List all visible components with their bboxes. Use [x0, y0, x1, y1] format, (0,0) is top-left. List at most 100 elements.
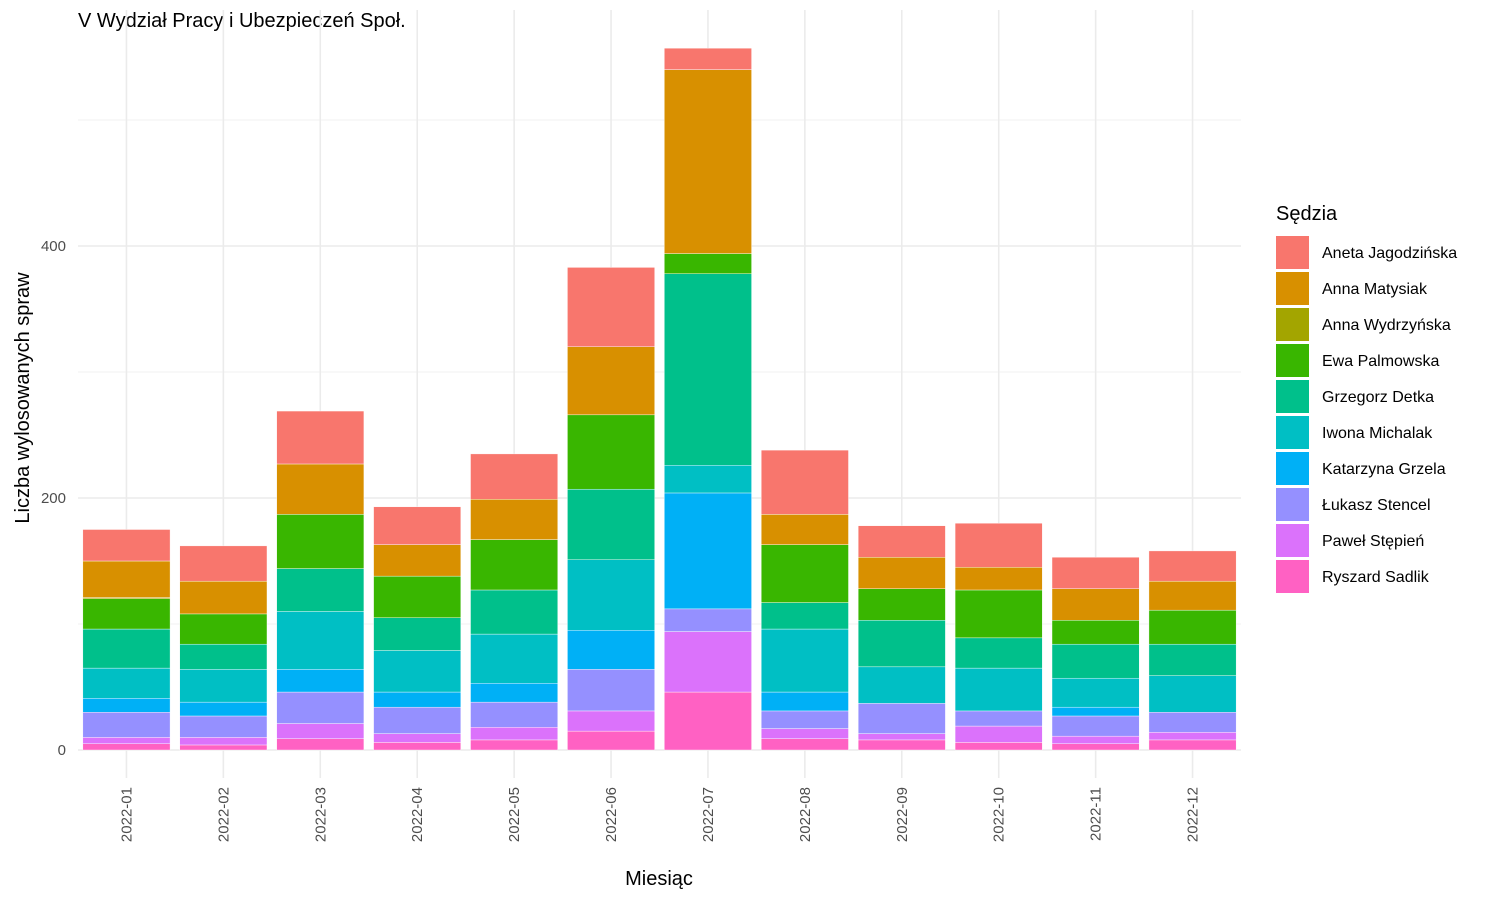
bar-segment [761, 602, 849, 630]
bar-segment [373, 706, 462, 734]
bar-segment [82, 560, 171, 598]
bar-segment [761, 449, 849, 515]
bar-segment [761, 514, 849, 545]
x-tick-label: 2022-08 [797, 787, 814, 842]
bar-segment [82, 628, 171, 669]
bar-segment [373, 691, 462, 708]
bar-segment [567, 630, 655, 670]
bar-segment [373, 575, 462, 618]
bar-segment [470, 589, 558, 635]
bar-segment [664, 608, 752, 632]
bar-segment [82, 743, 171, 751]
bar-segment [179, 737, 268, 746]
bar-segment [857, 733, 946, 741]
bar-segment [276, 669, 365, 693]
bar-segment [761, 738, 849, 751]
bar-segment [567, 730, 655, 751]
bar-segment [276, 410, 365, 465]
bar-segment [82, 598, 171, 630]
legend-swatch [1276, 344, 1309, 377]
x-axis-title: Miesiąc [625, 868, 693, 890]
x-tick-label: 2022-07 [700, 787, 717, 842]
bar-segment [1148, 739, 1237, 751]
bar-segment [470, 739, 558, 751]
bar-segment [1148, 580, 1237, 611]
y-tick-label: 400 [41, 238, 66, 255]
x-tick-label: 2022-04 [409, 787, 426, 842]
bar-segment [470, 727, 558, 741]
bar-segment [373, 650, 462, 693]
bar-segment [664, 69, 752, 254]
legend-swatch [1276, 560, 1309, 593]
legend-swatch [1276, 236, 1309, 269]
bar-segment [82, 529, 171, 562]
bar-segment [954, 567, 1043, 591]
bar-segment [954, 742, 1043, 751]
bar-segment [761, 710, 849, 729]
bar-segment [857, 588, 946, 621]
bar-segment [1051, 643, 1140, 679]
bar-segment [664, 492, 752, 610]
bar-segment [761, 544, 849, 603]
legend-label: Ryszard Sadlik [1322, 569, 1430, 586]
bar-segment [954, 710, 1043, 727]
bar-segment [179, 715, 268, 738]
bar-segment [470, 499, 558, 540]
bar-segment [1051, 706, 1140, 717]
bar-segment [179, 613, 268, 645]
legend-swatch [1276, 488, 1309, 521]
legend-swatch [1276, 452, 1309, 485]
bar-segment [1148, 643, 1237, 676]
bar-segment [761, 691, 849, 712]
legend-label: Iwona Michalak [1322, 425, 1433, 442]
legend: Sędzia Aneta Jagodzińska Anna Matysiak Ann… [1276, 203, 1457, 593]
bar-segment [179, 701, 268, 717]
legend-label: Anna Matysiak [1322, 281, 1428, 298]
bar-segment [470, 453, 558, 500]
legend-swatch [1276, 524, 1309, 557]
y-axis-ticks: 0 200 400 [41, 238, 66, 759]
y-tick-label: 0 [58, 742, 66, 759]
legend-label: Katarzyna Grzela [1322, 461, 1446, 478]
legend-label: Łukasz Stencel [1322, 497, 1431, 514]
bar-segment [664, 691, 752, 751]
bar-segment [373, 617, 462, 651]
x-tick-label: 2022-10 [991, 787, 1008, 842]
bar-segment [82, 712, 171, 738]
bar-segment [761, 628, 849, 693]
legend-label: Anna Wydrzyńska [1322, 317, 1451, 334]
bar-segment [664, 47, 752, 70]
bar-segment [276, 611, 365, 670]
bar-segment [954, 637, 1043, 669]
bar-segment [567, 267, 655, 348]
bar-segment [1051, 735, 1140, 744]
legend-label: Ewa Palmowska [1322, 353, 1439, 370]
x-tick-label: 2022-09 [894, 787, 911, 842]
bar-segment [1051, 557, 1140, 589]
bar-segment [276, 568, 365, 612]
bar-segment [1051, 715, 1140, 737]
bar-segment [179, 744, 268, 751]
bar-segment [276, 691, 365, 724]
bar-segment [276, 738, 365, 751]
bar-segment [276, 723, 365, 739]
bar-segment [276, 514, 365, 569]
bar-segment [1051, 620, 1140, 645]
bar-segment [82, 667, 171, 699]
x-tick-label: 2022-01 [118, 787, 135, 842]
bar-segment [179, 643, 268, 670]
bar-segment [1051, 588, 1140, 621]
legend-label: Paweł Stępień [1322, 533, 1424, 550]
bar-segment [567, 414, 655, 490]
bar-segment [1148, 712, 1237, 733]
legend-swatch [1276, 272, 1309, 305]
bar-segment [1148, 675, 1237, 713]
legend-swatch [1276, 308, 1309, 341]
bar-segment [857, 557, 946, 589]
bar-segment [857, 666, 946, 704]
x-axis-ticks: 2022-01 2022-02 2022-03 2022-04 2022-05 2022-… [118, 787, 1201, 842]
bar-segment [179, 669, 268, 703]
bar-segment [82, 737, 171, 744]
bar-segment [857, 620, 946, 668]
